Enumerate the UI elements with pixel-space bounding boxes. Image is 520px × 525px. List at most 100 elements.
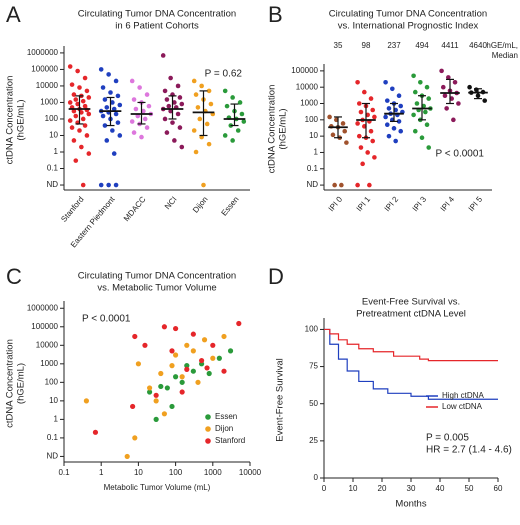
data-point: [86, 111, 92, 117]
data-point: [168, 75, 173, 81]
y-tick-label: 50: [309, 399, 318, 408]
data-point: [391, 126, 397, 131]
median-label: 237: [387, 41, 401, 50]
data-point: [131, 97, 137, 102]
y-tick-label: 1000000: [27, 48, 59, 57]
data-point: [370, 138, 376, 144]
data-point: [175, 111, 181, 117]
data-point: [342, 128, 348, 134]
data-point: [164, 130, 170, 135]
x-tick-label: Stanford: [59, 195, 85, 224]
data-point: [412, 128, 418, 134]
y-tick-label: 10: [49, 396, 58, 405]
x-tick-label: MDACC: [122, 195, 148, 223]
x-tick-label: NCI: [163, 195, 179, 211]
data-point: [199, 357, 205, 364]
y-tick-label: 1000: [40, 98, 58, 107]
data-point: [426, 96, 432, 101]
y-tick-label: 10000: [296, 82, 319, 91]
x-tick-label: IPI 5: [467, 194, 485, 213]
data-point: [456, 101, 461, 106]
data-point: [386, 106, 392, 111]
panel-letter: A: [6, 2, 21, 27]
x-tick-label: 100: [169, 468, 183, 477]
legend-marker: [205, 426, 211, 432]
x-tick-label: Essen: [219, 195, 240, 218]
data-point: [142, 116, 148, 122]
data-point: [162, 88, 168, 94]
data-point: [230, 138, 235, 143]
data-point: [239, 111, 245, 117]
data-point: [191, 78, 197, 84]
data-point: [117, 102, 123, 108]
data-point: [173, 325, 179, 332]
legend-label: Stanford: [215, 436, 245, 445]
chart-title: Circulating Tumor DNA Concentration: [78, 271, 236, 282]
data-point: [92, 429, 99, 435]
data-point: [358, 145, 364, 150]
data-point: [442, 93, 448, 99]
data-point: [110, 128, 115, 133]
data-point: [368, 96, 374, 101]
data-point: [73, 113, 79, 119]
x-tick-label: 10: [349, 484, 358, 493]
y-tick-label: 100000: [31, 322, 58, 331]
data-point: [355, 182, 360, 188]
data-point: [330, 132, 336, 138]
x-tick-label: Dijon: [191, 195, 210, 215]
data-point: [170, 120, 175, 125]
x-tick-label: 1: [99, 468, 104, 477]
data-point: [190, 348, 196, 354]
data-point: [206, 141, 212, 147]
data-point: [383, 114, 388, 120]
data-point: [208, 101, 214, 107]
x-tick-label: IPI 4: [439, 194, 457, 213]
data-point: [396, 93, 402, 99]
chart-title: Circulating Tumor DNA Concentration: [78, 9, 236, 20]
chart-title: vs. International Prognostic Index: [338, 21, 479, 32]
data-point: [175, 83, 181, 89]
median-note: hGE/mL,: [486, 41, 518, 50]
data-point: [204, 121, 210, 127]
x-tick-label: 50: [465, 484, 474, 493]
data-point: [161, 324, 168, 330]
data-point: [144, 92, 150, 97]
x-tick-label: 0.1: [58, 468, 70, 477]
y-tick-label: 1: [314, 148, 319, 157]
data-point: [384, 98, 390, 103]
x-tick-label: 10000: [239, 468, 262, 477]
data-point: [199, 83, 204, 89]
data-point: [173, 374, 179, 380]
y-tick-label: 0.1: [47, 164, 59, 173]
data-point: [84, 133, 90, 138]
data-point: [467, 84, 472, 90]
data-point: [367, 182, 372, 188]
data-point: [222, 88, 228, 94]
data-point: [144, 125, 150, 130]
y-tick-label: 1000: [40, 359, 58, 368]
y-tick-label: 100000: [291, 66, 318, 75]
data-point: [80, 116, 86, 122]
data-point: [190, 331, 196, 337]
annotation: P < 0.0001: [82, 314, 131, 325]
data-point: [398, 103, 404, 109]
data-point: [104, 138, 110, 143]
data-point: [195, 379, 201, 385]
y-tick-label: 1000: [300, 99, 318, 108]
data-point: [197, 116, 203, 122]
data-point: [131, 130, 137, 135]
data-point: [100, 85, 106, 90]
x-tick-label: 0: [322, 484, 327, 493]
data-point: [75, 68, 80, 74]
annotation: P = 0.005: [426, 433, 469, 444]
data-point: [201, 337, 208, 343]
data-point: [372, 114, 377, 120]
data-point: [86, 151, 92, 156]
data-point: [75, 101, 80, 107]
data-point: [193, 149, 199, 155]
data-point: [179, 101, 185, 107]
data-point: [201, 182, 206, 188]
data-point: [365, 150, 370, 155]
data-point: [117, 133, 123, 138]
y-tick-label: 25: [309, 436, 318, 445]
